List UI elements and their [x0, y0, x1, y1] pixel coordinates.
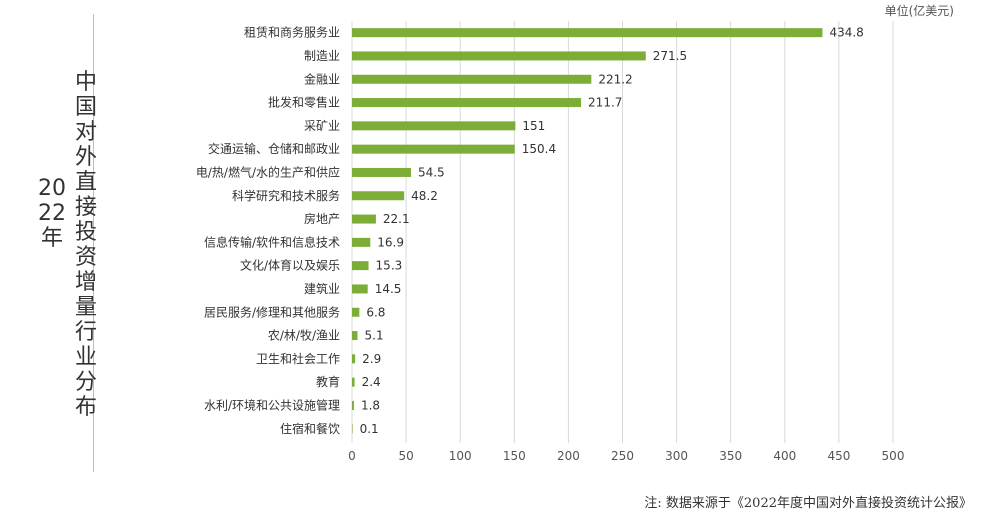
bar	[352, 331, 358, 341]
category-label: 建筑业	[304, 281, 340, 296]
bar	[352, 354, 356, 364]
category-label: 金融业	[304, 71, 340, 86]
bar	[352, 261, 369, 271]
x-tick-label: 350	[719, 449, 742, 463]
data-label: 54.5	[418, 165, 445, 179]
bar	[352, 28, 823, 38]
bar	[352, 377, 355, 387]
left-frame-line	[93, 14, 94, 472]
bar	[352, 144, 515, 154]
unit-label: 单位(亿美元)	[884, 4, 954, 18]
x-tick-label: 450	[827, 449, 850, 463]
category-label: 农/林/牧/渔业	[268, 329, 340, 343]
data-label: 434.8	[829, 26, 863, 40]
bar	[352, 400, 354, 410]
bar	[352, 51, 646, 61]
data-label: 0.1	[360, 422, 379, 436]
x-tick-label: 300	[665, 449, 688, 463]
category-label: 水利/环境和公共设施管理	[204, 397, 340, 412]
category-label: 采矿业	[304, 119, 340, 133]
bar	[352, 424, 353, 434]
x-tick-label: 100	[449, 449, 472, 463]
bar	[352, 98, 582, 108]
chart-title: 中国对外直接投资增量行业分布	[74, 70, 97, 420]
x-tick-label: 50	[398, 449, 413, 463]
category-label: 文化/体育以及娱乐	[240, 258, 340, 273]
data-label: 1.8	[361, 398, 380, 412]
category-label: 房地产	[304, 211, 340, 226]
bar	[352, 214, 376, 224]
data-label: 5.1	[365, 329, 384, 343]
data-label: 211.7	[588, 96, 622, 110]
category-label: 住宿和餐饮	[280, 421, 340, 436]
data-label: 2.4	[362, 375, 381, 389]
bar	[352, 191, 405, 201]
category-label: 教育	[316, 374, 340, 389]
data-label: 2.9	[362, 352, 381, 366]
x-tick-label: 400	[773, 449, 796, 463]
data-label: 221.2	[598, 72, 632, 86]
bar	[352, 121, 516, 131]
x-tick-label: 150	[503, 449, 526, 463]
category-label: 租赁和商务服务业	[244, 25, 340, 40]
category-label: 科学研究和技术服务	[232, 188, 340, 203]
category-label: 卫生和社会工作	[256, 351, 340, 366]
data-label: 6.8	[366, 305, 385, 319]
year-title: 2022年	[38, 176, 66, 251]
category-label: 制造业	[304, 49, 340, 63]
data-label: 48.2	[411, 189, 438, 203]
category-label: 批发和零售业	[268, 95, 340, 110]
data-label: 22.1	[383, 212, 410, 226]
x-tick-label: 0	[348, 449, 356, 463]
category-label: 电/热/燃气/水的生产和供应	[196, 164, 340, 179]
bar	[352, 284, 368, 294]
data-label: 151	[522, 119, 545, 133]
data-label: 271.5	[653, 49, 687, 63]
category-label: 信息传输/软件和信息技术	[204, 234, 340, 249]
category-label: 居民服务/修理和其他服务	[204, 304, 340, 319]
x-tick-label: 200	[557, 449, 580, 463]
data-label: 14.5	[375, 282, 402, 296]
bar	[352, 237, 371, 247]
bar	[352, 167, 411, 177]
data-label: 150.4	[522, 142, 556, 156]
footnote: 注: 数据来源于《2022年度中国对外直接投资统计公报》	[644, 496, 972, 511]
x-tick-label: 500	[882, 449, 905, 463]
data-label: 15.3	[376, 259, 403, 273]
bar	[352, 74, 592, 84]
x-tick-label: 250	[611, 449, 634, 463]
category-label: 交通运输、仓储和邮政业	[208, 141, 340, 156]
bar	[352, 307, 360, 317]
data-label: 16.9	[377, 235, 404, 249]
